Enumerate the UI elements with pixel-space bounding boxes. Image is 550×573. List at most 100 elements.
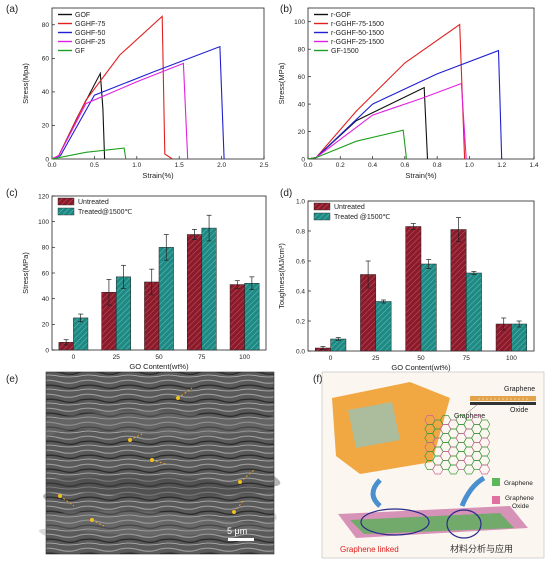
bar-1-0 [73, 317, 89, 351]
legend-go-label-2: Oxide [512, 503, 529, 510]
chart-b-stress-strain: Strain(%) Stress(MPa) 0.0 0.2 0.4 0.6 0.8 1.0 1.… [277, 7, 539, 180]
panel-label-e: (e) [6, 374, 18, 385]
legend-label-1: r-GGHF-75-1500 [331, 21, 384, 28]
legend-label-4: GF-1500 [331, 48, 359, 55]
x-tick-label: 0.4 [368, 162, 377, 169]
y-tick-label: 20 [42, 322, 50, 329]
series-line-3 [307, 82, 467, 160]
legend-label-3: r-GGHF-25-1500 [331, 39, 384, 46]
y-tick-label: 0.6 [296, 258, 305, 265]
x-tick-label: 0.8 [433, 162, 442, 169]
bar-0-4 [229, 284, 245, 351]
panel-label-a: (a) [6, 4, 18, 15]
x-axis-label: Strain(%) [142, 171, 174, 180]
bar-1-3 [465, 272, 482, 352]
legend-graphene-swatch [492, 478, 500, 486]
legend-label-1: Treated@1500℃ [78, 209, 133, 216]
y-tick-label: 0.8 [296, 228, 305, 235]
y-tick-label: 120 [38, 193, 49, 200]
label-graphene-left: Graphene [454, 413, 485, 420]
panel-label-b: (b) [280, 4, 292, 15]
y-tick-label: 60 [298, 74, 306, 81]
y-tick-label: 100 [294, 19, 305, 26]
x-tick-label: 0.2 [336, 162, 345, 169]
x-tick-label: 0.5 [90, 162, 99, 169]
series-line-3 [51, 62, 189, 160]
legend-label-4: GF [75, 48, 85, 55]
x-tick-label: 2.5 [259, 162, 268, 169]
panel-label-f: (f) [313, 374, 322, 385]
y-axis-label: Stress(MPa) [277, 62, 286, 104]
x-tick-label: 1.2 [497, 162, 506, 169]
bar-1-2 [420, 263, 437, 352]
y-tick-label: 60 [42, 56, 50, 63]
x-tick-label: 1.4 [529, 162, 538, 169]
legend-label-0: Untreated [334, 204, 365, 211]
y-tick-label: 20 [298, 129, 306, 136]
sem-image-panel: 5 μm [38, 371, 281, 555]
x-tick-label: 1.0 [465, 162, 474, 169]
sem-scale-bar [228, 538, 254, 541]
x-tick-label: 75 [198, 354, 206, 361]
y-tick-label: 0 [45, 347, 49, 354]
schematic-panel: Graphene Oxide Graphene Graphene Graphen… [321, 371, 545, 559]
arrow-up [459, 475, 486, 507]
x-tick-label: 0.6 [400, 162, 409, 169]
bar-1-2 [158, 247, 174, 351]
label-graphene-top: Graphene [504, 386, 535, 393]
series-line-2 [51, 45, 225, 160]
legend-go-swatch [492, 496, 500, 504]
x-tick-label: 50 [417, 355, 425, 362]
y-tick-label: 0.4 [296, 288, 305, 295]
layer-stack [338, 506, 528, 539]
panel-label-c: (c) [6, 188, 18, 199]
y-axis-label: Stress(MPa) [21, 252, 30, 294]
arrow-down [370, 478, 382, 508]
x-tick-label: 25 [113, 354, 121, 361]
legend-label-2: GGHF-50 [75, 30, 105, 37]
chart-c-stress-bar: GO Content(wt%) Stress(MPa) 0 20 40 60 80 100 12… [21, 193, 267, 371]
sem-scale-label: 5 μm [227, 526, 247, 536]
x-tick-label: 1.0 [132, 162, 141, 169]
y-tick-label: 100 [38, 219, 49, 226]
sem-markers [58, 396, 242, 522]
x-axis-label: GO Content(wt%) [391, 363, 451, 372]
legend-swatch-1 [57, 207, 75, 216]
caption-graphene-linked: Graphene linked [340, 545, 399, 554]
x-tick-label: 0 [329, 355, 333, 362]
plot-frame [51, 7, 265, 160]
bar-1-3 [201, 227, 217, 351]
sheet-layer [470, 396, 536, 401]
bar-0-3 [186, 234, 203, 351]
x-tick-label: 1.5 [175, 162, 184, 169]
legend-swatch-0 [57, 197, 75, 206]
x-tick-label: 0.0 [303, 162, 312, 169]
y-tick-label: 40 [298, 101, 306, 108]
y-axis-label: Toughness(MJ/cm³) [277, 243, 286, 309]
chart-d-toughness-bar: GO Content(wt%) Toughness(MJ/cm³) 0.0 0.2 0.… [277, 198, 535, 372]
sem-image [46, 372, 274, 554]
legend-swatch-1 [313, 212, 331, 221]
legend-label-3: GGHF-25 [75, 39, 105, 46]
bar-0-3 [450, 229, 467, 352]
x-axis-label: GO Content(wt%) [129, 362, 189, 371]
legend-label-0: r-GOF [331, 12, 351, 19]
hex-cell [478, 464, 491, 475]
y-tick-label: 20 [42, 123, 50, 130]
watermark: 材料分析与应用 [450, 543, 513, 554]
series-line-4 [307, 129, 408, 160]
legend-label-1: GGHF-75 [75, 21, 105, 28]
y-axis-label: Stress(Mpa) [21, 63, 30, 104]
plot-frame [307, 7, 535, 160]
y-tick-label: 0 [45, 156, 49, 163]
x-tick-label: 0 [72, 354, 76, 361]
series-line-4 [51, 147, 127, 160]
y-tick-label: 40 [42, 89, 50, 96]
y-tick-label: 80 [42, 22, 50, 29]
x-axis-label: Strain(%) [405, 171, 437, 180]
x-tick-label: 100 [239, 354, 250, 361]
label-oxide-top: Oxide [510, 407, 528, 414]
y-tick-label: 60 [42, 270, 50, 277]
y-tick-label: 80 [42, 245, 50, 252]
legend-go-label-1: Graphene [505, 495, 534, 502]
